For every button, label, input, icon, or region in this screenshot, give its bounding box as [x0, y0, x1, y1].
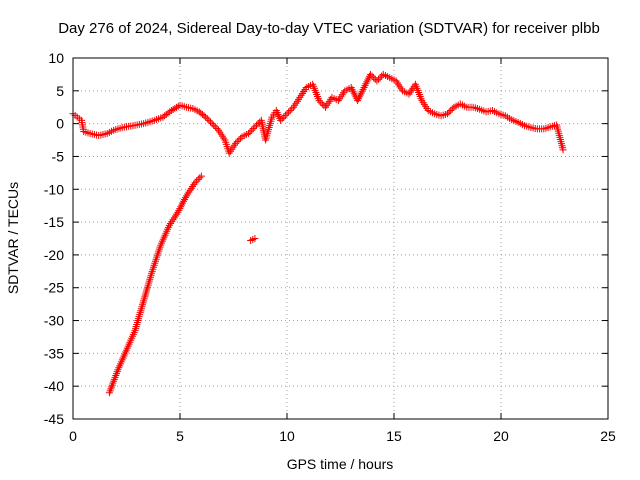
- data-point: [246, 128, 254, 136]
- data-point: [370, 74, 378, 82]
- data-point: [288, 105, 296, 113]
- data-point: [280, 113, 288, 121]
- plot-border: [72, 57, 609, 420]
- data-point: [193, 177, 201, 185]
- data-point: [251, 235, 259, 242]
- data-point: [197, 172, 205, 180]
- data-point: [281, 111, 289, 119]
- y-tick-label: -15: [44, 214, 64, 230]
- data-point: [318, 100, 326, 108]
- y-tick-label: -20: [44, 247, 64, 263]
- data-point: [366, 70, 374, 78]
- data-point: [177, 203, 185, 211]
- data-point: [174, 208, 182, 216]
- data-point: [448, 105, 456, 113]
- data-point: [373, 77, 381, 85]
- data-point: [203, 115, 211, 123]
- data-point: [210, 121, 218, 129]
- tick-labels: 0 5 10 15 20 25 10 5 0 -5 -10 -15 -20 -25 -30 -35 -40 -45: [44, 50, 616, 444]
- data-point: [194, 175, 202, 183]
- data-point: [208, 120, 216, 128]
- series-descending-segment: [105, 172, 205, 397]
- data-point: [205, 116, 213, 124]
- data-point: [181, 194, 189, 202]
- data-point: [315, 97, 323, 105]
- data-point: [374, 75, 382, 83]
- data-point: [444, 110, 451, 118]
- data-point: [559, 146, 567, 154]
- data-point: [253, 121, 261, 129]
- data-point: [251, 123, 259, 131]
- y-axis-label: SDTVAR / TECUs: [5, 182, 21, 294]
- data-point: [191, 179, 199, 187]
- y-tick-label: -30: [44, 313, 64, 329]
- data-point: [206, 118, 214, 126]
- data-point: [235, 136, 243, 144]
- data-point: [283, 110, 291, 118]
- y-tick-label: 0: [56, 116, 64, 132]
- data-point: [376, 74, 384, 82]
- x-tick-label: 10: [279, 428, 295, 444]
- chart-title: Day 276 of 2024, Sidereal Day-to-day VTE…: [58, 20, 600, 37]
- data-point: [211, 123, 219, 131]
- data-point: [181, 195, 189, 203]
- y-tick-label: 10: [48, 50, 64, 66]
- data-point: [213, 125, 221, 133]
- data-point: [445, 108, 453, 116]
- data-point: [317, 98, 325, 106]
- data-point: [175, 206, 183, 214]
- y-tick-label: -35: [44, 345, 64, 361]
- data-point: [447, 107, 455, 115]
- data-point: [233, 138, 241, 146]
- x-tick-label: 0: [69, 428, 77, 444]
- data-point: [236, 134, 244, 142]
- data-point: [277, 116, 285, 124]
- data-point: [285, 108, 293, 116]
- x-tick-label: 15: [386, 428, 402, 444]
- data-point: [278, 115, 286, 123]
- y-tick-label: 5: [56, 83, 64, 99]
- y-tick-label: -45: [44, 411, 64, 427]
- data-points: [69, 70, 567, 397]
- tick-marks: [72, 57, 609, 420]
- data-point: [180, 197, 188, 205]
- data-point: [378, 72, 386, 80]
- y-tick-label: -5: [52, 148, 65, 164]
- data-point: [176, 205, 184, 213]
- data-point: [200, 112, 208, 120]
- data-point: [179, 199, 187, 207]
- data-point: [254, 120, 262, 128]
- x-axis-label: GPS time / hours: [287, 456, 394, 472]
- x-tick-label: 5: [176, 428, 184, 444]
- data-point: [368, 72, 376, 80]
- data-point: [202, 113, 210, 121]
- y-tick-label: -10: [44, 181, 64, 197]
- data-point: [196, 174, 204, 182]
- data-point: [248, 126, 256, 134]
- grid: [73, 58, 608, 419]
- data-point: [244, 129, 252, 137]
- series-outlier: [247, 235, 259, 244]
- series-main-band: [69, 70, 567, 157]
- y-tick-label: -25: [44, 280, 64, 296]
- x-tick-label: 25: [600, 428, 616, 444]
- data-point: [286, 107, 294, 115]
- y-tick-label: -40: [44, 378, 64, 394]
- data-point: [178, 201, 186, 209]
- data-point: [249, 125, 257, 133]
- data-point: [232, 139, 240, 147]
- x-tick-label: 20: [493, 428, 509, 444]
